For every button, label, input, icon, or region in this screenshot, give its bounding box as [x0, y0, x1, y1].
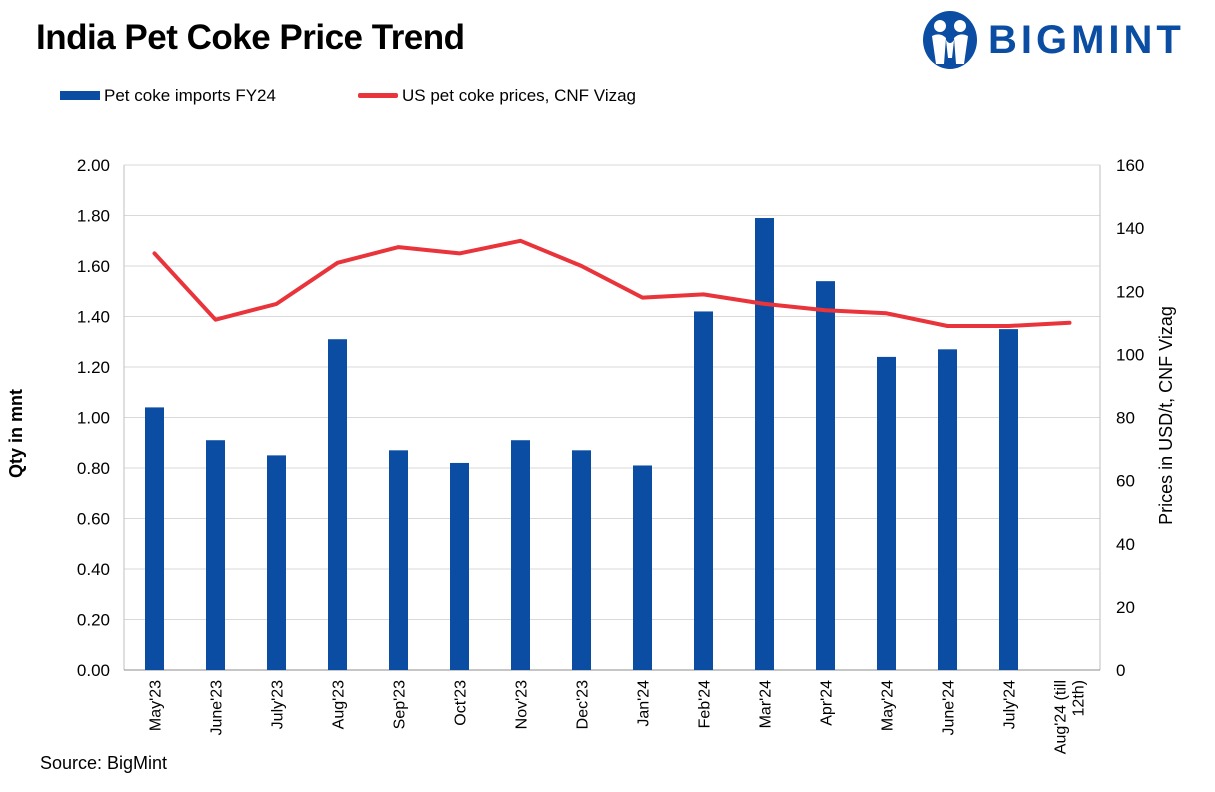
bar-6 [450, 462, 469, 670]
y2-tick-label: 60 [1116, 472, 1135, 491]
y-tick-label: 1.40 [77, 308, 110, 327]
price-point-2 [214, 318, 217, 322]
price-point-8 [580, 264, 583, 268]
price-point-11 [763, 302, 766, 306]
bar-7 [511, 440, 530, 670]
source-note: Source: BigMint [40, 753, 168, 773]
x-tick-label: June'23 [209, 680, 226, 736]
y-tick-label: 1.60 [77, 257, 110, 276]
legend-swatch-bar [60, 91, 100, 100]
x-tick-label: Aug'23 [331, 680, 348, 729]
y2-tick-label: 0 [1116, 661, 1125, 680]
price-point-16 [1068, 321, 1071, 325]
y2-tick-label: 20 [1116, 598, 1135, 617]
x-tick-label: May'23 [148, 680, 165, 731]
y-axis-title: Qty in mnt [6, 389, 26, 478]
chart-title: India Pet Coke Price Trend [36, 18, 465, 57]
x-tick-label: Apr'24 [819, 680, 836, 726]
bar-14 [938, 349, 957, 670]
y2-tick-label: 160 [1116, 156, 1144, 175]
y2-axis-title: Prices in USD/t, CNF Vizag [1156, 306, 1176, 525]
y-tick-label: 1.80 [77, 207, 110, 226]
price-point-9 [641, 296, 644, 300]
bar-15 [999, 329, 1018, 670]
x-tick-label: Feb'24 [697, 680, 714, 729]
price-point-6 [458, 251, 461, 255]
price-point-12 [824, 308, 827, 312]
legend-label-prices: US pet coke prices, CNF Vizag [402, 86, 636, 105]
bigmint-people-logo-icon [923, 11, 977, 69]
y-tick-label: 2.00 [77, 156, 110, 175]
bar-11 [755, 218, 774, 670]
bar-13 [877, 356, 896, 670]
price-point-15 [1007, 324, 1010, 328]
y2-tick-label: 40 [1116, 535, 1135, 554]
y-tick-label: 0.60 [77, 510, 110, 529]
x-tick-label: June'24 [941, 680, 958, 736]
x-tick-label: Mar'24 [758, 680, 775, 729]
bar-8 [572, 450, 591, 670]
bar-10 [694, 311, 713, 670]
x-tick-label: Aug'24 (till12th) [1053, 680, 1088, 754]
y2-tick-label: 80 [1116, 409, 1135, 428]
bar-4 [328, 339, 347, 670]
legend-swatch-line [358, 93, 398, 98]
price-point-4 [336, 261, 339, 265]
y2-tick-label: 140 [1116, 219, 1144, 238]
x-tick-label: July'24 [1002, 680, 1019, 729]
y-tick-label: 0.80 [77, 459, 110, 478]
y-tick-label: 0.20 [77, 611, 110, 630]
bar-5 [389, 450, 408, 670]
bigmint-logo: BIGMINT [918, 6, 1208, 74]
logo-text: BIGMINT [988, 18, 1185, 62]
bar-9 [633, 465, 652, 670]
price-point-1 [153, 251, 156, 255]
x-tick-label: May'24 [880, 680, 897, 731]
price-point-10 [702, 292, 705, 296]
bar-2 [206, 440, 225, 670]
price-point-13 [885, 311, 888, 315]
y2-tick-label: 120 [1116, 282, 1144, 301]
x-tick-label: Dec'23 [575, 680, 592, 729]
price-point-5 [397, 245, 400, 249]
price-point-7 [519, 239, 522, 243]
x-tick-label: Nov'23 [514, 680, 531, 729]
price-point-14 [946, 324, 949, 328]
x-tick-label: Jan'24 [636, 680, 653, 727]
y-tick-label: 1.20 [77, 358, 110, 377]
y-tick-label: 1.00 [77, 409, 110, 428]
price-line [152, 238, 1072, 328]
y2-tick-label: 100 [1116, 345, 1144, 364]
price-point-3 [275, 302, 278, 306]
bar-1 [145, 407, 164, 670]
x-tick-label: July'23 [270, 680, 287, 729]
y-tick-label: 0.00 [77, 661, 110, 680]
x-tick-label: Oct'23 [453, 680, 470, 726]
legend-label-imports: Pet coke imports FY24 [104, 86, 276, 105]
bar-12 [816, 281, 835, 670]
x-tick-label: Sep'23 [392, 680, 409, 729]
y-tick-label: 0.40 [77, 560, 110, 579]
bar-3 [267, 455, 286, 670]
